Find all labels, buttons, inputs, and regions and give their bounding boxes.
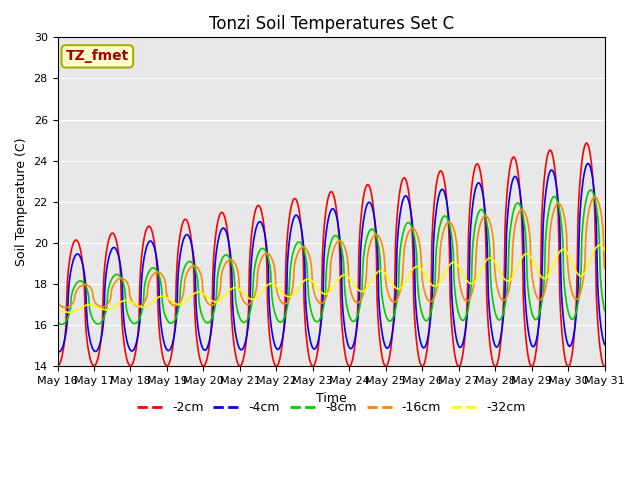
- Legend: -2cm, -4cm, -8cm, -16cm, -32cm: -2cm, -4cm, -8cm, -16cm, -32cm: [132, 396, 531, 420]
- Text: TZ_fmet: TZ_fmet: [66, 49, 129, 63]
- X-axis label: Time: Time: [316, 392, 346, 405]
- Y-axis label: Soil Temperature (C): Soil Temperature (C): [15, 138, 28, 266]
- Title: Tonzi Soil Temperatures Set C: Tonzi Soil Temperatures Set C: [209, 15, 454, 33]
